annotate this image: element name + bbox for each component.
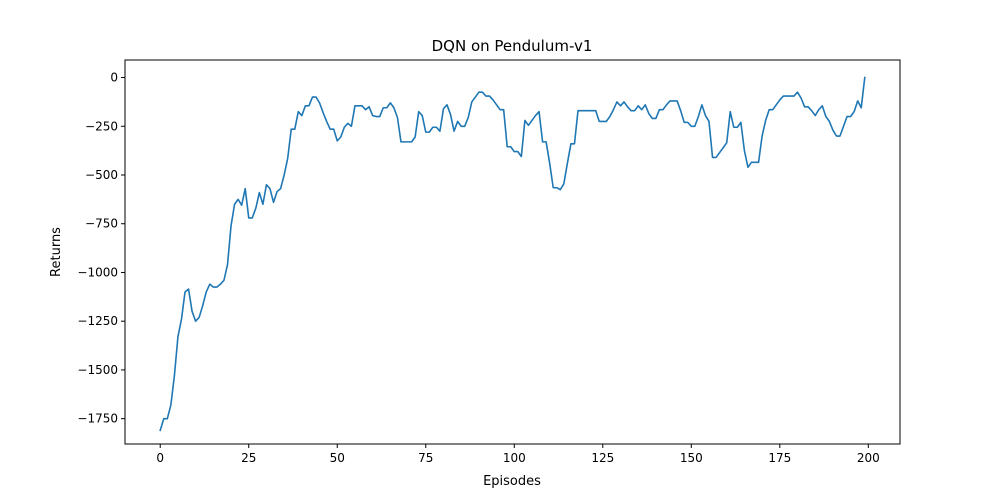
y-tick-label: −750 (85, 217, 118, 231)
x-axis: 0 25 50 75 100 125 150 175 200 (156, 444, 880, 465)
y-tick-label: −1500 (77, 363, 118, 377)
y-tick-label: 0 (110, 71, 118, 85)
x-tick-label: 125 (591, 451, 614, 465)
y-axis-label: Returns (49, 227, 64, 277)
x-tick-label: 0 (156, 451, 164, 465)
x-tick-label: 100 (503, 451, 526, 465)
y-tick-label: −1000 (77, 265, 118, 279)
y-tick-label: −1750 (77, 412, 118, 426)
x-tick-label: 200 (857, 451, 880, 465)
x-tick-label: 175 (768, 451, 791, 465)
chart-title: DQN on Pendulum-v1 (432, 37, 593, 55)
x-tick-label: 75 (418, 451, 433, 465)
series-line-0 (159, 76, 866, 432)
plot-area (124, 59, 901, 445)
x-tick-label: 50 (330, 451, 345, 465)
x-axis-label: Episodes (483, 474, 541, 489)
y-tick-label: −500 (85, 168, 118, 182)
y-axis: 0 −250 −500 −750 −1000 −1250 −1500 −1750 (77, 71, 125, 426)
y-tick-label: −1250 (77, 314, 118, 328)
axes-frame (124, 59, 901, 445)
y-tick-label: −250 (85, 119, 118, 133)
x-tick-label: 25 (241, 451, 256, 465)
series-layer (159, 76, 866, 432)
x-tick-label: 150 (680, 451, 703, 465)
